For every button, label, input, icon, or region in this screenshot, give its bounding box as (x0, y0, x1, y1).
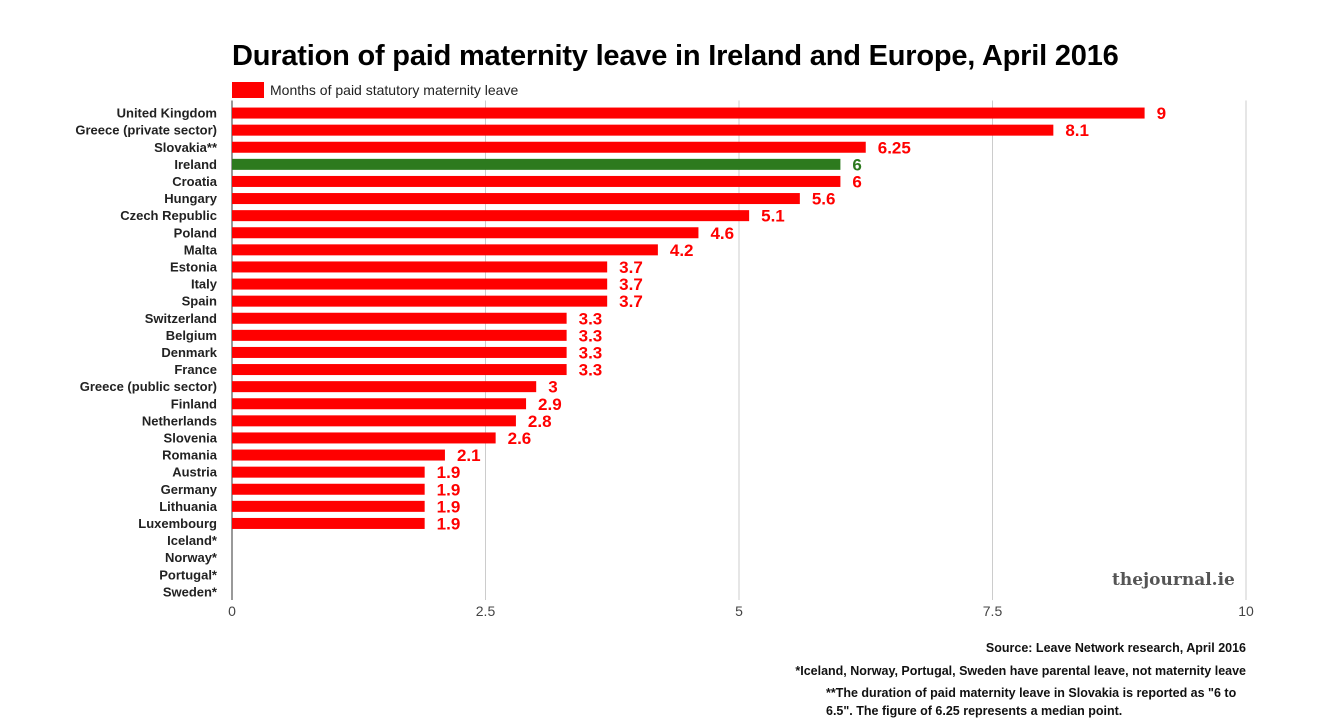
category-label: United Kingdom (117, 106, 217, 121)
value-label: 6 (852, 155, 861, 174)
watermark-logo: thejournal.ie (1112, 570, 1235, 590)
value-label: 3.3 (579, 361, 603, 380)
value-label: 3 (548, 378, 557, 397)
value-label: 4.2 (670, 241, 694, 260)
footnote-slovakia: **The duration of paid maternity leave i… (826, 686, 1237, 718)
category-label: Sweden* (163, 584, 218, 599)
value-label: 8.1 (1065, 121, 1089, 140)
category-label: Belgium (166, 328, 217, 343)
bar (232, 107, 1145, 119)
category-label: Croatia (172, 174, 218, 189)
bar (232, 432, 496, 444)
value-label: 1.9 (437, 497, 461, 516)
category-label: Malta (184, 242, 218, 257)
bar (232, 227, 699, 239)
category-label: Finland (171, 396, 217, 411)
category-label: Greece (private sector) (75, 123, 217, 138)
bar-highlight (232, 158, 841, 170)
value-label: 1.9 (437, 480, 461, 499)
bar (232, 295, 608, 307)
value-label: 2.9 (538, 395, 562, 414)
bar (232, 398, 527, 410)
x-tick-label: 7.5 (983, 603, 1003, 619)
category-label: Italy (191, 277, 218, 292)
category-label: Spain (182, 294, 217, 309)
bar (232, 346, 567, 358)
value-label: 9 (1157, 104, 1166, 123)
category-label: Czech Republic (120, 208, 217, 223)
bar (232, 381, 537, 393)
value-label: 3.3 (579, 309, 603, 328)
value-label: 6 (852, 172, 861, 191)
x-tick-label: 0 (228, 603, 236, 619)
value-label: 2.6 (508, 429, 532, 448)
category-label: Poland (174, 225, 217, 240)
bar (232, 278, 608, 290)
bar (232, 312, 567, 324)
source-note: Source: Leave Network research, April 20… (985, 641, 1246, 655)
value-label: 6.25 (878, 138, 911, 157)
category-label: Portugal* (159, 567, 218, 582)
category-label: Ireland (174, 157, 217, 172)
category-label: Norway* (165, 550, 218, 565)
category-label: Netherlands (142, 413, 217, 428)
category-label: Greece (public sector) (80, 379, 217, 394)
bar (232, 483, 425, 495)
category-label: Slovenia (164, 430, 218, 445)
value-label: 3.3 (579, 343, 603, 362)
value-label: 5.1 (761, 207, 785, 226)
legend-swatch (232, 82, 264, 98)
category-label: Romania (162, 448, 218, 463)
value-label: 1.9 (437, 463, 461, 482)
chart-title: Duration of paid maternity leave in Irel… (232, 40, 1119, 72)
bar (232, 415, 516, 427)
value-label: 3.7 (619, 258, 643, 277)
x-tick-label: 10 (1238, 603, 1254, 619)
value-label: 1.9 (437, 514, 461, 533)
category-label: Luxembourg (138, 516, 217, 531)
x-tick-label: 5 (735, 603, 743, 619)
bar (232, 329, 567, 341)
category-label: Switzerland (145, 311, 217, 326)
bar (232, 244, 658, 256)
footnote-parental-leave: *Iceland, Norway, Portugal, Sweden have … (795, 664, 1246, 678)
x-tick-label: 2.5 (476, 603, 496, 619)
bar (232, 175, 841, 187)
legend-label: Months of paid statutory maternity leave (270, 82, 519, 98)
value-label: 3.3 (579, 326, 603, 345)
category-label: Estonia (170, 259, 218, 274)
bar (232, 517, 425, 529)
category-label: France (174, 362, 217, 377)
value-label: 3.7 (619, 292, 643, 311)
category-label: Slovakia** (154, 140, 218, 155)
bar (232, 261, 608, 273)
bar (232, 141, 866, 153)
value-label: 2.8 (528, 412, 552, 431)
category-label: Iceland* (167, 533, 218, 548)
legend: Months of paid statutory maternity leave (232, 80, 518, 100)
bar (232, 210, 750, 222)
bar (232, 193, 800, 205)
category-label: Austria (172, 465, 218, 480)
value-label: 2.1 (457, 446, 481, 465)
value-label: 3.7 (619, 275, 643, 294)
bar (232, 500, 425, 512)
category-label: Germany (161, 482, 218, 497)
value-label: 4.6 (710, 224, 734, 243)
category-label: Lithuania (159, 499, 218, 514)
bar (232, 364, 567, 376)
value-label: 5.6 (812, 190, 836, 209)
bar (232, 449, 445, 461)
bar (232, 124, 1054, 136)
bar (232, 466, 425, 478)
category-label: Denmark (161, 345, 217, 360)
category-label: Hungary (164, 191, 218, 206)
